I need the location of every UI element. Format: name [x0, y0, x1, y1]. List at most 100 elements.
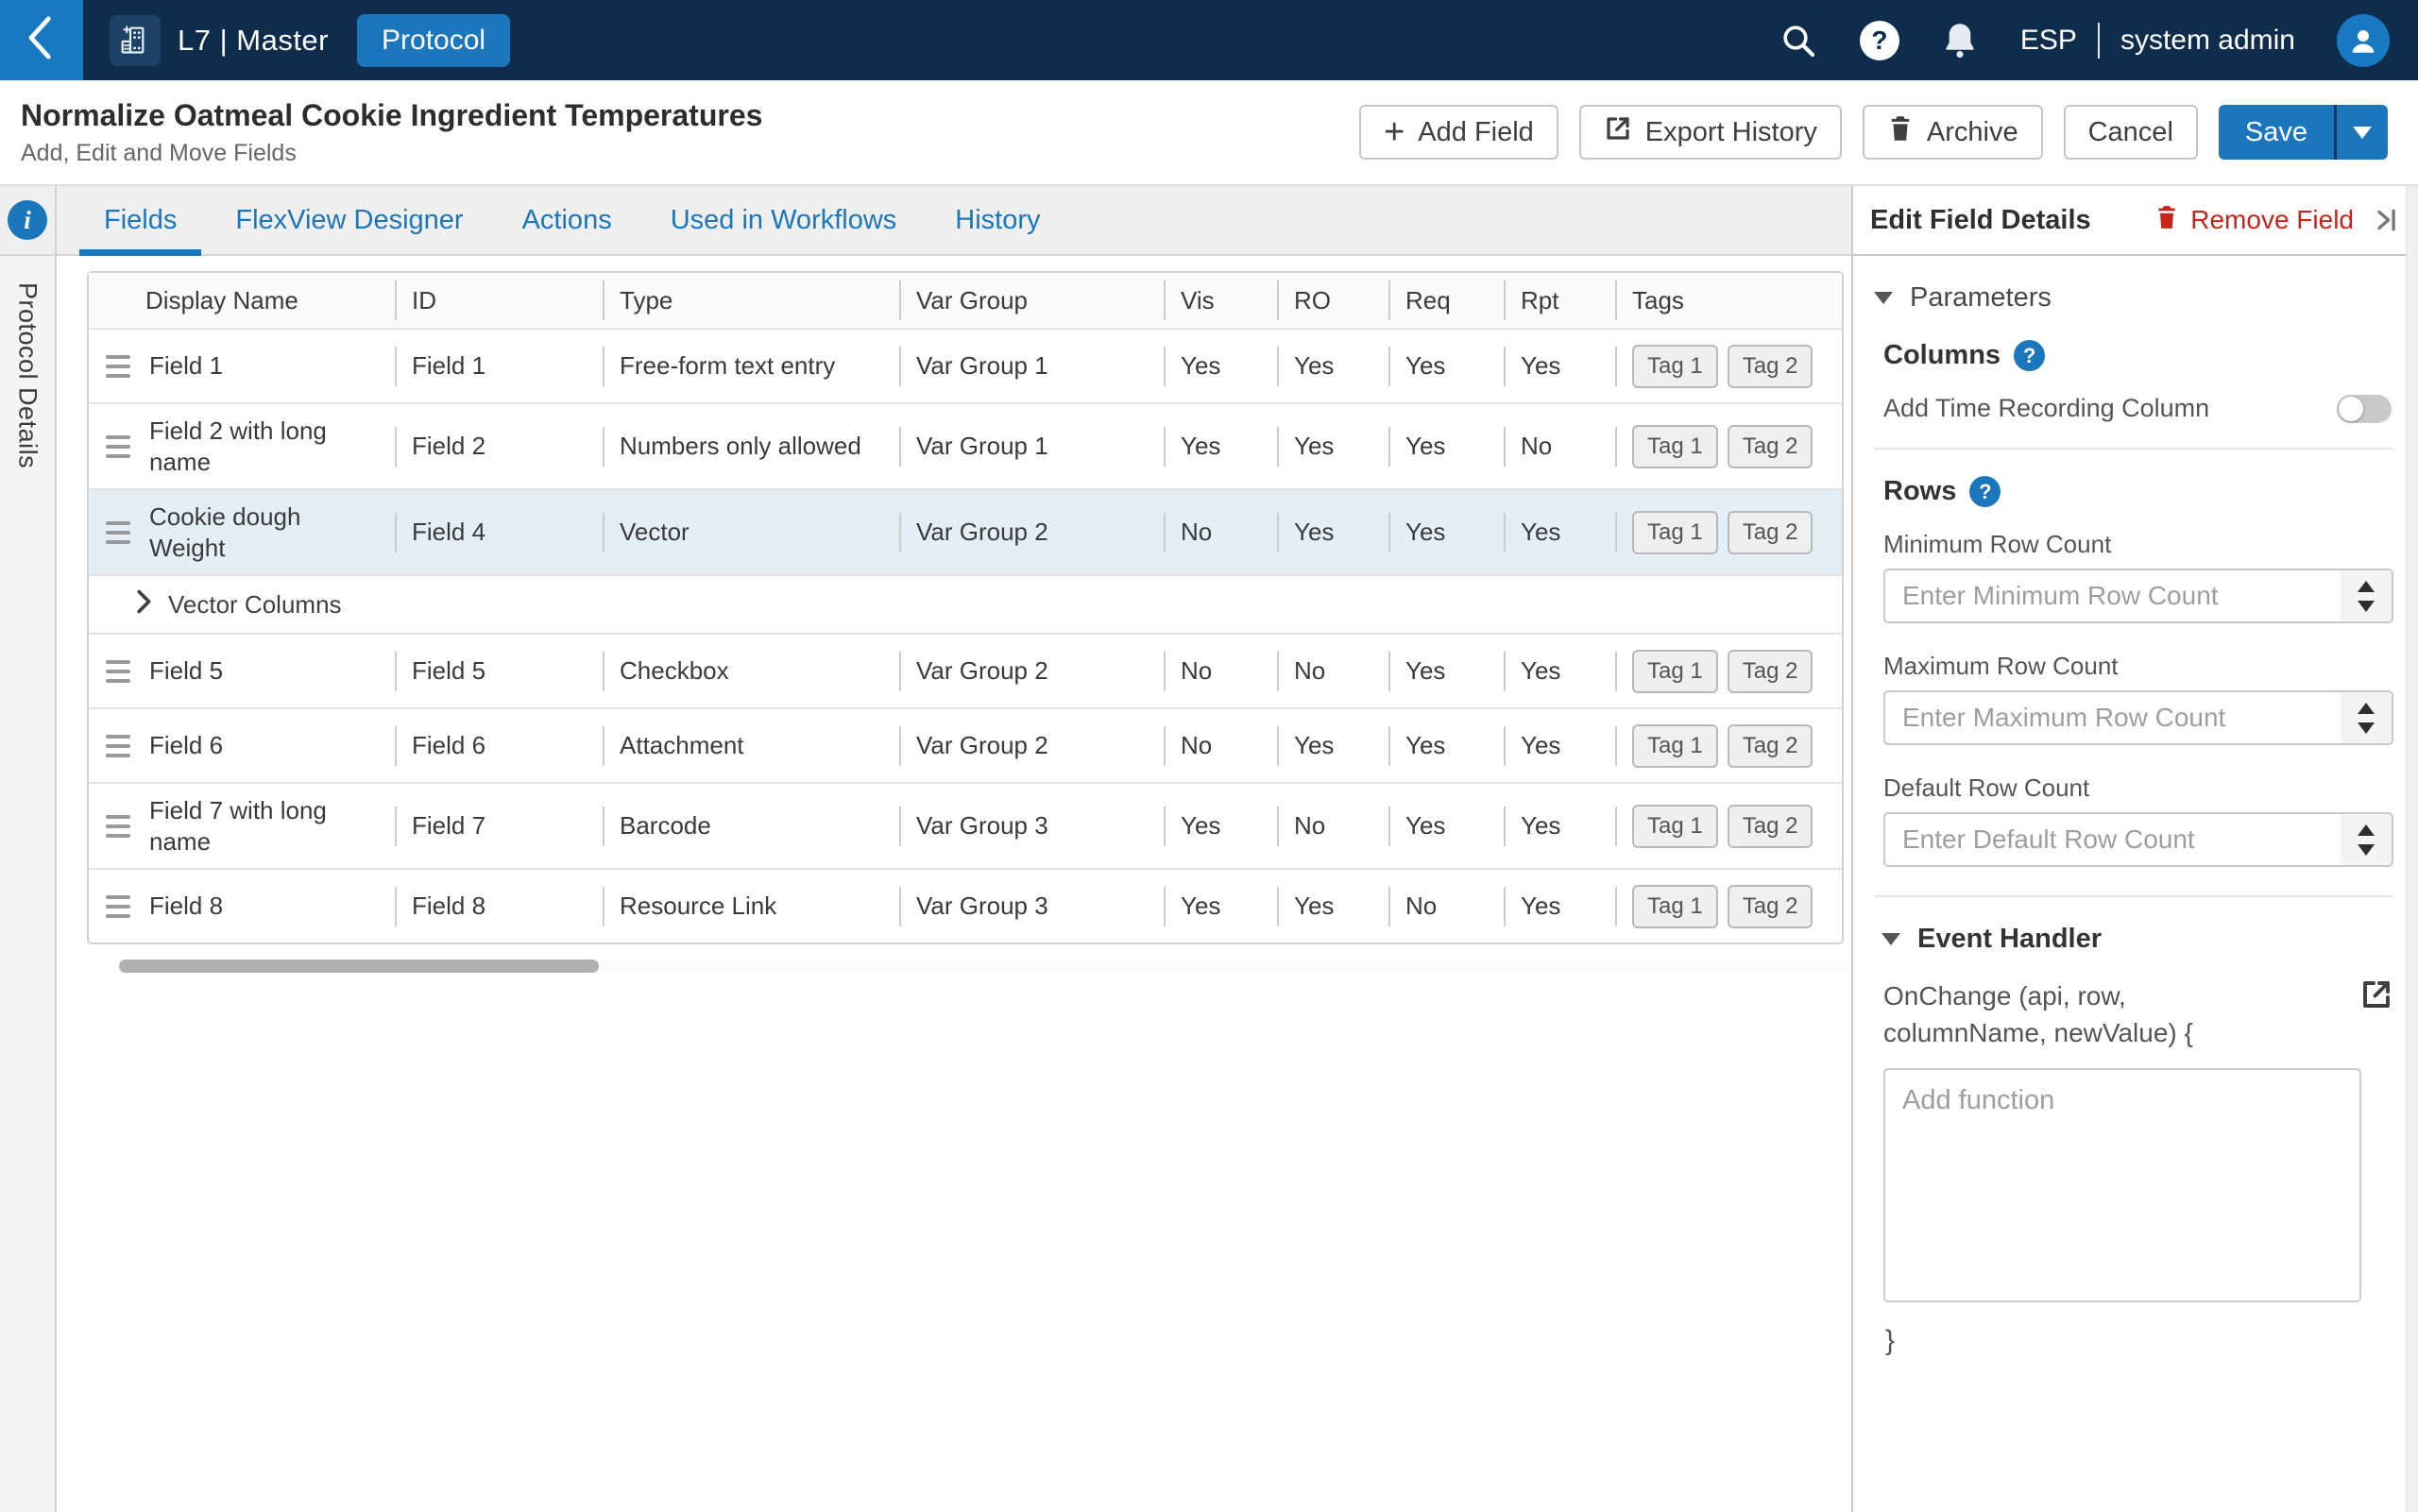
number-stepper[interactable] — [2341, 814, 2392, 865]
cancel-button[interactable]: Cancel — [2063, 105, 2198, 160]
vertical-scrollbar[interactable] — [2406, 186, 2418, 1512]
panel-title: Edit Field Details — [1870, 204, 2091, 235]
stepper-down-icon[interactable] — [2358, 600, 2375, 612]
maximum-row-count-input[interactable] — [1885, 692, 2341, 743]
drag-handle[interactable] — [89, 635, 145, 707]
tag-chip[interactable]: Tag 2 — [1727, 510, 1814, 554]
tag-chip[interactable]: Tag 1 — [1632, 723, 1718, 768]
maximum-row-count-label: Maximum Row Count — [1883, 652, 2119, 680]
function-textarea[interactable] — [1883, 1068, 2361, 1303]
open-editor-icon[interactable] — [2359, 977, 2393, 1016]
horizontal-scrollbar — [117, 960, 1870, 973]
event-handler-section-toggle[interactable]: Event Handler — [1882, 924, 2393, 955]
stepper-up-icon[interactable] — [2358, 580, 2375, 592]
cell-rpt: Yes — [1504, 784, 1615, 868]
tag-chip[interactable]: Tag 2 — [1727, 804, 1814, 848]
tag-chip[interactable]: Tag 2 — [1727, 424, 1814, 468]
cell-var-group: Var Group 1 — [899, 404, 1164, 488]
protocol-badge[interactable]: Protocol — [357, 13, 511, 67]
tab-flexview-designer[interactable]: FlexView Designer — [235, 204, 464, 235]
stepper-down-icon[interactable] — [2358, 722, 2375, 734]
cell-var-group: Var Group 3 — [899, 784, 1164, 868]
default-row-count-field — [1883, 812, 2393, 867]
divider — [1874, 448, 2393, 450]
tag-chip[interactable]: Tag 1 — [1632, 510, 1718, 554]
table-row[interactable]: Field 5 Field 5 Checkbox Var Group 2 No … — [89, 633, 1842, 707]
top-bar: L7 | Master Protocol ? ESP system admin — [0, 0, 2418, 80]
page-title: Normalize Oatmeal Cookie Ingredient Temp… — [21, 97, 763, 132]
column-header-rpt: Rpt — [1504, 273, 1615, 328]
drag-handle[interactable] — [89, 404, 145, 488]
notifications-bell-icon[interactable] — [1941, 21, 1979, 60]
brand[interactable]: L7 | Master — [110, 14, 329, 66]
default-row-count-input[interactable] — [1885, 814, 2341, 865]
help-icon[interactable]: ? — [1969, 476, 2001, 507]
info-icon[interactable]: i — [8, 200, 47, 240]
table-row[interactable]: Field 8 Field 8 Resource Link Var Group … — [89, 868, 1842, 943]
user-name: system admin — [2120, 24, 2295, 56]
table-row[interactable]: Field 1 Field 1 Free-form text entry Var… — [89, 328, 1842, 402]
collapse-panel-icon[interactable] — [2369, 204, 2401, 236]
onchange-signature-row: OnChange (api, row, columnName, newValue… — [1883, 977, 2393, 1051]
add-time-recording-toggle[interactable] — [2337, 394, 2392, 423]
add-field-button[interactable]: + Add Field — [1359, 105, 1558, 160]
table-row[interactable]: Field 6 Field 6 Attachment Var Group 2 N… — [89, 707, 1842, 782]
table-row[interactable]: Field 7 with long name Field 7 Barcode V… — [89, 782, 1842, 868]
export-history-button[interactable]: Export History — [1578, 105, 1842, 160]
drag-handle[interactable] — [89, 784, 145, 868]
help-icon[interactable]: ? — [1859, 20, 1899, 60]
tag-chip[interactable]: Tag 1 — [1632, 884, 1718, 928]
number-stepper[interactable] — [2341, 692, 2392, 743]
tag-chip[interactable]: Tag 1 — [1632, 649, 1718, 693]
cell-vis: No — [1164, 635, 1277, 707]
back-button[interactable] — [0, 0, 83, 80]
cell-rpt: Yes — [1504, 709, 1615, 782]
tag-chip[interactable]: Tag 2 — [1727, 723, 1814, 768]
save-dropdown-button[interactable] — [2334, 105, 2388, 160]
cell-type: Checkbox — [603, 635, 899, 707]
parameters-section-toggle[interactable]: Parameters — [1874, 282, 2393, 314]
column-header-vis: Vis — [1164, 273, 1277, 328]
cell-req: No — [1388, 870, 1504, 943]
minimum-row-count-input[interactable] — [1885, 570, 2341, 621]
horizontal-scrollbar-thumb[interactable] — [119, 960, 599, 973]
remove-field-button[interactable]: Remove Field — [2154, 204, 2354, 237]
tag-chip[interactable]: Tag 2 — [1727, 884, 1814, 928]
search-icon[interactable] — [1779, 21, 1818, 60]
protocol-details-tab[interactable]: Protocol Details — [13, 282, 43, 469]
cell-var-group: Var Group 2 — [899, 635, 1164, 707]
vector-columns-expander[interactable]: Vector Columns — [89, 574, 1842, 633]
parameters-label: Parameters — [1910, 282, 2052, 313]
cell-id: Field 7 — [395, 784, 603, 868]
stepper-down-icon[interactable] — [2358, 843, 2375, 856]
stepper-up-icon[interactable] — [2358, 824, 2375, 836]
tag-chip[interactable]: Tag 1 — [1632, 424, 1718, 468]
drag-handle[interactable] — [89, 330, 145, 402]
cell-ro: Yes — [1277, 490, 1388, 574]
stepper-up-icon[interactable] — [2358, 702, 2375, 714]
toggle-label: Add Time Recording Column — [1883, 394, 2210, 422]
tab-used-in-workflows[interactable]: Used in Workflows — [670, 204, 897, 235]
tab-history[interactable]: History — [955, 204, 1041, 235]
tab-fields[interactable]: Fields — [79, 186, 202, 256]
archive-button[interactable]: Archive — [1862, 105, 2043, 160]
drag-handle[interactable] — [89, 709, 145, 782]
cell-id: Field 1 — [395, 330, 603, 402]
drag-handle[interactable] — [89, 490, 145, 574]
tag-chip[interactable]: Tag 2 — [1727, 344, 1814, 388]
column-header-ro: RO — [1277, 273, 1388, 328]
tab-actions[interactable]: Actions — [521, 204, 612, 235]
table-row-selected[interactable]: Cookie dough Weight Field 4 Vector Var G… — [89, 488, 1842, 574]
drag-handle[interactable] — [89, 870, 145, 943]
save-button[interactable]: Save — [2218, 105, 2334, 160]
tag-chip[interactable]: Tag 1 — [1632, 344, 1718, 388]
user-avatar[interactable] — [2337, 13, 2390, 67]
tag-chip[interactable]: Tag 2 — [1727, 649, 1814, 693]
table-row[interactable]: Field 2 with long name Field 2 Numbers o… — [89, 402, 1842, 488]
tag-chip[interactable]: Tag 1 — [1632, 804, 1718, 848]
help-icon[interactable]: ? — [2014, 340, 2046, 371]
number-stepper[interactable] — [2341, 570, 2392, 621]
protocol-details-strip: i Protocol Details — [0, 186, 57, 1512]
cell-tags: Tag 1 Tag 2 — [1615, 635, 1842, 707]
